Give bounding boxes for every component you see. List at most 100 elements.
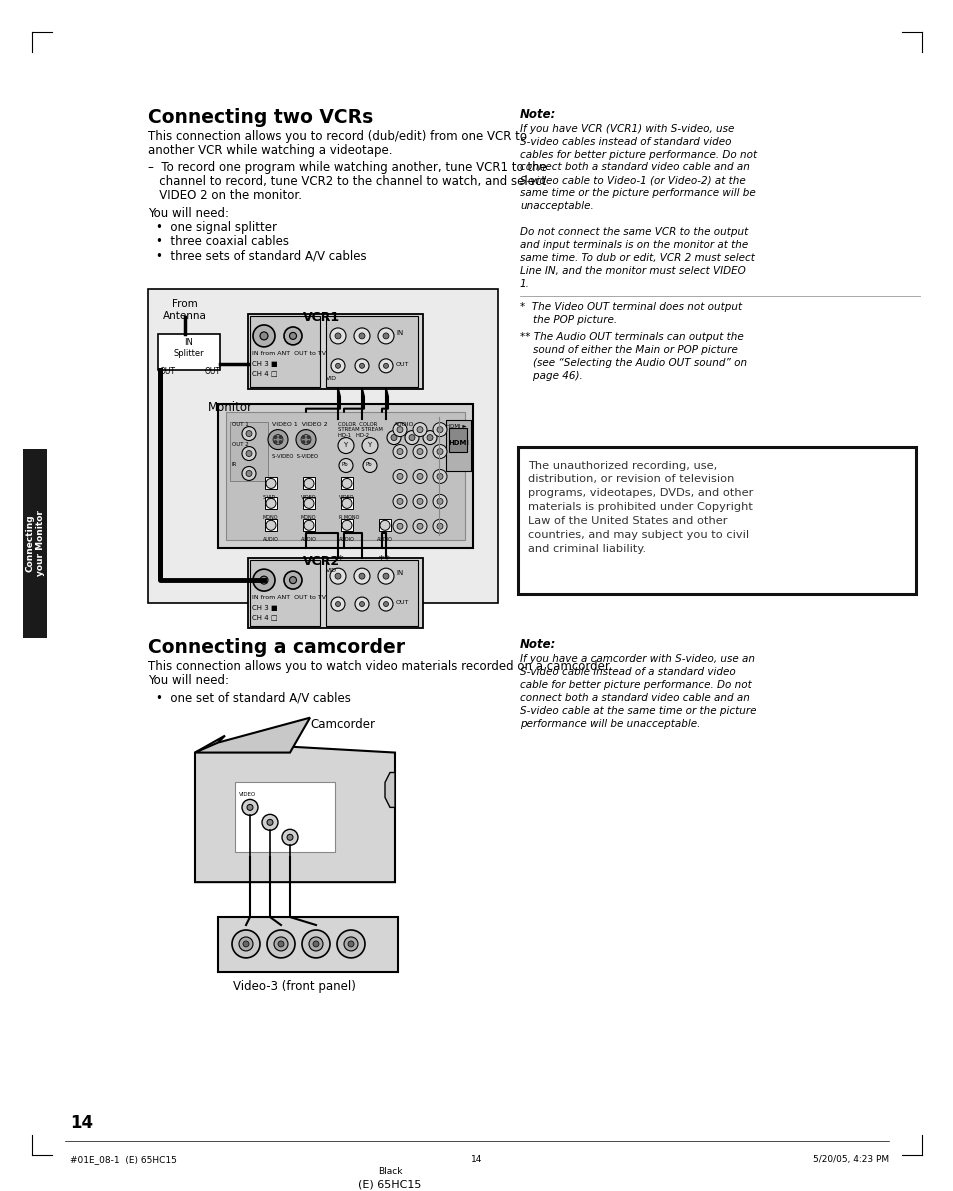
Text: channel to record, tune VCR2 to the channel to watch, and select: channel to record, tune VCR2 to the chan… [148, 175, 545, 188]
Text: AUDIO: AUDIO [394, 422, 414, 426]
Text: •  one set of standard A/V cables: • one set of standard A/V cables [156, 692, 351, 705]
Text: programs, videotapes, DVDs, and other: programs, videotapes, DVDs, and other [527, 488, 753, 498]
Bar [226, 412, 464, 541]
Circle shape [268, 430, 288, 449]
Text: AUDIO: AUDIO [301, 537, 316, 542]
Text: OUT: OUT [395, 600, 409, 605]
Circle shape [433, 469, 447, 484]
Circle shape [413, 494, 427, 509]
Text: cables for better picture performance. Do not: cables for better picture performance. D… [519, 150, 757, 160]
Circle shape [382, 333, 389, 339]
Circle shape [354, 328, 370, 344]
Text: Video-3 (front panel): Video-3 (front panel) [233, 980, 355, 993]
Circle shape [413, 469, 427, 484]
Text: VIDEO 2 on the monitor.: VIDEO 2 on the monitor. [148, 189, 302, 202]
Circle shape [341, 498, 352, 509]
Circle shape [304, 479, 314, 488]
Circle shape [341, 520, 352, 530]
Circle shape [266, 498, 275, 509]
Text: 14: 14 [70, 1115, 93, 1133]
Text: CH 3 ■: CH 3 ■ [252, 605, 277, 611]
Bar [248, 314, 422, 388]
Circle shape [253, 569, 274, 591]
Circle shape [348, 941, 354, 947]
Bar [148, 289, 497, 603]
Circle shape [393, 494, 407, 509]
Text: IN
Splitter: IN Splitter [173, 338, 204, 357]
Text: VID: VID [326, 376, 336, 381]
Circle shape [405, 431, 418, 444]
Text: This connection allows you to watch video materials recorded on a camcorder.: This connection allows you to watch vide… [148, 660, 612, 673]
Text: Note:: Note: [519, 107, 556, 120]
Circle shape [307, 436, 310, 438]
Circle shape [337, 437, 354, 454]
Bar [265, 519, 276, 531]
Circle shape [232, 930, 260, 958]
Text: and input terminals is on the monitor at the: and input terminals is on the monitor at… [519, 241, 747, 250]
Text: CH 4 □: CH 4 □ [252, 615, 277, 621]
Text: CH 3 ■: CH 3 ■ [252, 361, 277, 367]
Bar [378, 519, 391, 531]
Text: OUT 2: OUT 2 [232, 442, 249, 447]
Circle shape [274, 441, 276, 443]
Text: Pb: Pb [366, 461, 373, 467]
Text: Y: Y [367, 442, 371, 448]
Text: (see “Selecting the Audio OUT sound” on: (see “Selecting the Audio OUT sound” on [519, 357, 746, 368]
Bar [265, 498, 276, 510]
Bar [218, 404, 473, 548]
Circle shape [289, 576, 296, 584]
Text: (E) 65HC15: (E) 65HC15 [358, 1179, 421, 1189]
Circle shape [243, 941, 249, 947]
Text: •  one signal splitter: • one signal splitter [156, 222, 276, 235]
Circle shape [266, 479, 275, 488]
Text: Line IN, and the monitor must select VIDEO: Line IN, and the monitor must select VID… [519, 266, 745, 276]
Text: •  three sets of standard A/V cables: • three sets of standard A/V cables [156, 249, 366, 262]
Text: *  The Video OUT terminal does not output: * The Video OUT terminal does not output [519, 303, 741, 312]
Circle shape [377, 568, 394, 584]
Text: Pb: Pb [341, 461, 349, 467]
Circle shape [413, 423, 427, 437]
Text: ** The Audio OUT terminals can output the: ** The Audio OUT terminals can output th… [519, 332, 743, 342]
Text: COLOR  COLOR
STREAM STREAM
HD-1   HD-2: COLOR COLOR STREAM STREAM HD-1 HD-2 [337, 422, 382, 438]
Circle shape [387, 431, 400, 444]
Circle shape [436, 449, 442, 455]
Text: VIDEO: VIDEO [338, 495, 355, 500]
Text: Monitor: Monitor [208, 400, 253, 413]
Text: Black: Black [377, 1167, 402, 1177]
Circle shape [331, 597, 345, 611]
Text: HDMI ►: HDMI ► [446, 424, 466, 429]
Text: connect both a standard video cable and an: connect both a standard video cable and … [519, 162, 749, 173]
Bar [326, 316, 417, 387]
Circle shape [287, 835, 293, 841]
Text: R MONO: R MONO [338, 516, 359, 520]
Bar [303, 498, 314, 510]
Text: S.VID: S.VID [263, 495, 276, 500]
Text: VCR2: VCR2 [303, 555, 340, 568]
Circle shape [330, 328, 346, 344]
Circle shape [253, 325, 274, 347]
Text: OUT: OUT [395, 362, 409, 367]
Text: S-video cable instead of a standard video: S-video cable instead of a standard vide… [519, 667, 735, 676]
Bar [248, 559, 422, 628]
Circle shape [295, 430, 315, 449]
Circle shape [433, 444, 447, 459]
Text: same time. To dub or edit, VCR 2 must select: same time. To dub or edit, VCR 2 must se… [519, 254, 754, 263]
Circle shape [382, 573, 389, 579]
Circle shape [416, 498, 422, 504]
Circle shape [267, 819, 273, 825]
Circle shape [279, 436, 281, 438]
Bar [250, 560, 319, 626]
Circle shape [363, 459, 376, 473]
Bar [340, 498, 353, 510]
Circle shape [416, 426, 422, 432]
Circle shape [335, 333, 340, 339]
Text: Connecting a camcorder: Connecting a camcorder [148, 638, 405, 657]
Circle shape [284, 572, 302, 590]
Text: CH 4 □: CH 4 □ [252, 369, 277, 376]
Text: From
Antenna: From Antenna [163, 299, 207, 322]
Circle shape [393, 469, 407, 484]
Circle shape [416, 523, 422, 529]
Text: This connection allows you to record (dub/edit) from one VCR to: This connection allows you to record (du… [148, 130, 526, 143]
Text: #01E_08-1  (E) 65HC15: #01E_08-1 (E) 65HC15 [70, 1155, 176, 1165]
Circle shape [379, 520, 390, 530]
